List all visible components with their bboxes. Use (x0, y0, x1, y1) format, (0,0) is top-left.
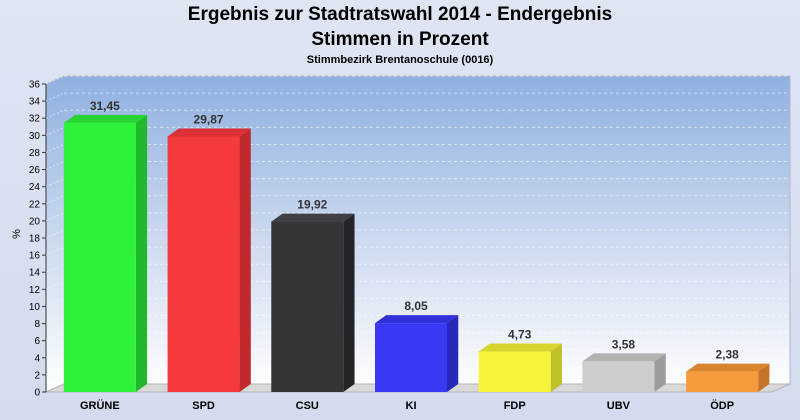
grid-line-diagonal (45, 315, 65, 325)
bar-top (167, 128, 251, 137)
y-tick-label: 22 (29, 199, 41, 210)
bar-top (271, 213, 355, 222)
grid-line-diagonal (45, 280, 65, 290)
bar-ödp: 2,38 ÖDP (686, 348, 770, 412)
grid-line-diagonal (45, 75, 65, 85)
bar-value-label: 31,45 (90, 99, 120, 113)
bar (582, 361, 655, 392)
x-tick-label: CSU (296, 400, 319, 412)
grid-line-diagonal (45, 178, 65, 188)
x-tick-label: UBV (607, 400, 631, 412)
bar-side (447, 315, 459, 392)
y-tick-label: 10 (29, 302, 41, 313)
bar-ki: 8,05 KI (375, 299, 459, 412)
y-tick-label: 18 (29, 234, 41, 245)
grid-line-diagonal (45, 161, 65, 171)
y-tick-label: 32 (29, 114, 41, 125)
bar-fdp: 4,73 FDP (478, 328, 562, 412)
y-tick-label: 28 (29, 148, 41, 159)
bar-grüne: 31,45 GRÜNE (63, 99, 148, 412)
bar-value-label: 3,58 (612, 337, 636, 351)
grid-line-diagonal (45, 246, 65, 256)
y-tick-label: 34 (29, 97, 41, 108)
y-tick-label: 12 (29, 285, 41, 296)
bar (375, 323, 447, 392)
y-tick-label: 0 (34, 388, 40, 399)
grid-line-diagonal (45, 126, 65, 136)
bar-side (654, 353, 666, 392)
bar-side (758, 363, 770, 392)
bar-top (686, 363, 770, 372)
x-tick-label: SPD (192, 400, 215, 412)
y-tick-label: 24 (29, 182, 41, 193)
grid-line-diagonal (45, 366, 65, 376)
grid-line-diagonal (45, 263, 65, 273)
grid-line-diagonal (45, 212, 65, 222)
y-tick-label: 14 (29, 268, 41, 279)
y-tick-label: 26 (29, 165, 41, 176)
chart-subtitle: Stimmen in Prozent (311, 29, 489, 50)
bar-value-label: 2,38 (715, 348, 739, 362)
bar-top (582, 353, 666, 362)
bar-side (343, 213, 355, 392)
bar (63, 122, 136, 392)
bar-spd: 29,87 SPD (167, 112, 251, 412)
y-tick-label: 36 (29, 80, 41, 91)
grid-line-diagonal (45, 332, 65, 342)
grid-line-diagonal (45, 229, 65, 239)
bar-value-label: 8,05 (404, 299, 428, 313)
bar-top (478, 343, 562, 352)
x-tick-label: GRÜNE (80, 399, 120, 412)
grid-line-diagonal (45, 109, 65, 119)
bar-side (550, 343, 562, 392)
chart-caption: Stimmbezirk Brentanoschule (0016) (306, 54, 494, 66)
grid-line-diagonal (45, 92, 65, 102)
grid-line-diagonal (45, 143, 65, 153)
y-tick-label: 2 (34, 370, 40, 381)
bar-csu: 19,92 CSU (271, 198, 355, 412)
chart-title: Ergebnis zur Stadtratswahl 2014 - Enderg… (187, 4, 613, 25)
grid-line-diagonal (45, 195, 65, 205)
bar (686, 371, 759, 392)
bar-top (375, 315, 459, 324)
bar-value-label: 4,73 (508, 328, 532, 342)
grid-line-diagonal (45, 349, 65, 359)
y-tick-label: 8 (34, 319, 40, 330)
bar-side (135, 114, 148, 392)
grid-line-diagonal (45, 297, 65, 307)
bar-ubv: 3,58 UBV (582, 337, 666, 412)
bar-value-label: 19,92 (297, 198, 327, 212)
y-tick-label: 4 (34, 353, 40, 364)
bar (478, 351, 551, 392)
x-tick-label: FDP (504, 400, 526, 412)
y-tick-label: 30 (29, 131, 41, 142)
bars: 31,45 GRÜNE 29,87 SPD 19,92 CSU 8,05 KI 4,73 FDP 3… (63, 99, 770, 412)
bar-top (63, 114, 148, 123)
y-tick-label: 6 (34, 336, 40, 347)
bar-side (239, 128, 251, 392)
y-tick-label: 20 (29, 216, 41, 227)
bar-value-label: 29,87 (194, 112, 224, 126)
x-tick-label: KI (406, 400, 417, 412)
y-tick-label: 16 (29, 251, 41, 262)
y-axis-label: % (11, 229, 23, 239)
bar (271, 221, 344, 392)
bar (167, 136, 240, 392)
x-tick-label: ÖDP (710, 399, 734, 412)
